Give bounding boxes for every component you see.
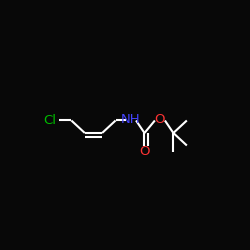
Text: NH: NH <box>121 113 141 126</box>
Text: Cl: Cl <box>44 114 57 127</box>
Text: O: O <box>155 113 165 126</box>
Text: O: O <box>139 145 150 158</box>
